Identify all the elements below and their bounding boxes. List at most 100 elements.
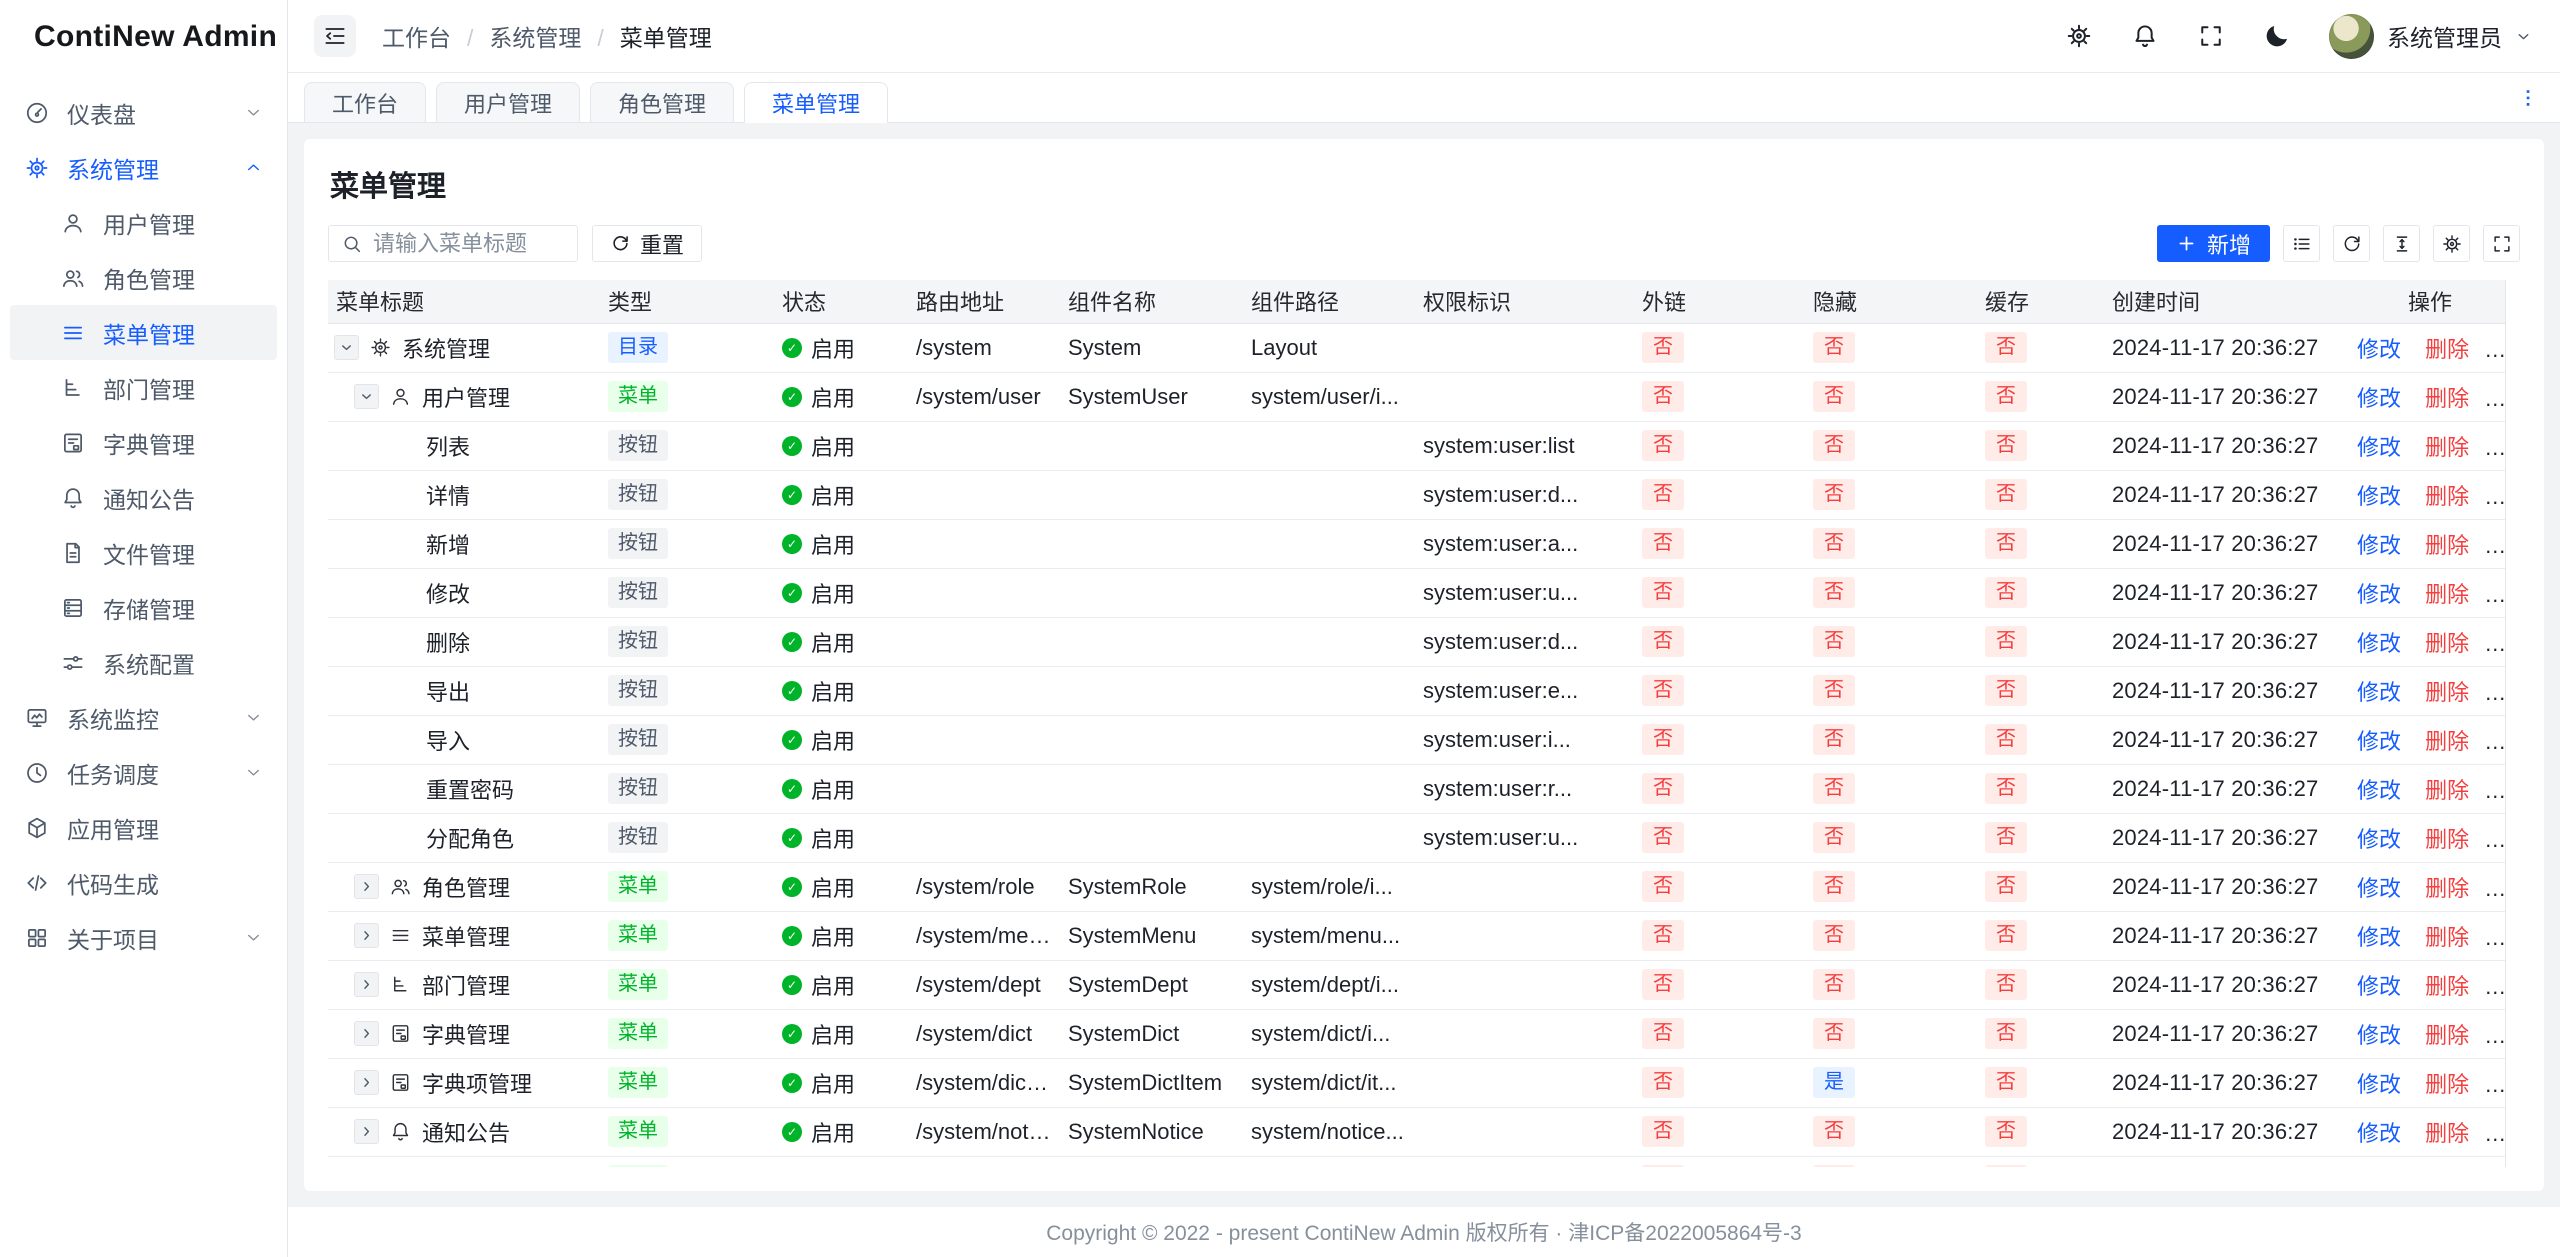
edit-link[interactable]: 修改 [2357, 826, 2402, 852]
delete-link[interactable]: 删除 [2425, 875, 2470, 901]
sidebar-item[interactable]: 系统管理 [10, 140, 277, 195]
edit-link[interactable]: 修改 [2357, 1120, 2402, 1146]
delete-link[interactable]: 删除 [2425, 385, 2470, 411]
table-tool-button[interactable] [2283, 225, 2320, 262]
expand-toggle[interactable] [354, 972, 379, 997]
search-input[interactable] [373, 230, 565, 257]
add-link[interactable]: 新增 [2493, 631, 2505, 656]
sidebar-item[interactable]: 系统监控 [10, 690, 277, 745]
add-button[interactable]: 新增 [2156, 225, 2270, 262]
expand-toggle[interactable] [354, 1021, 379, 1046]
header-action-button[interactable] [2131, 22, 2159, 50]
edit-link[interactable]: 修改 [2357, 777, 2402, 803]
edit-link[interactable]: 修改 [2357, 385, 2402, 411]
sidebar-item[interactable]: 系统配置 [10, 635, 277, 690]
sidebar-item[interactable]: 存储管理 [10, 580, 277, 635]
add-link[interactable]: 新增 [2493, 827, 2505, 852]
edit-link[interactable]: 修改 [2357, 728, 2402, 754]
edit-link[interactable]: 修改 [2357, 875, 2402, 901]
edit-link[interactable]: 修改 [2357, 924, 2402, 950]
sidebar-item[interactable]: 仪表盘 [10, 85, 277, 140]
sidebar-item[interactable]: 角色管理 [10, 250, 277, 305]
delete-link[interactable]: 删除 [2425, 826, 2470, 852]
sidebar-item[interactable]: 关于项目 [10, 910, 277, 965]
expand-toggle[interactable] [354, 1119, 379, 1144]
add-link[interactable]: 新增 [2493, 582, 2505, 607]
sidebar-item[interactable]: 用户管理 [10, 195, 277, 250]
sidebar-item[interactable]: 部门管理 [10, 360, 277, 415]
sidebar-collapse-button[interactable] [314, 15, 356, 57]
delete-link[interactable]: 删除 [2425, 728, 2470, 754]
expand-toggle[interactable] [354, 384, 379, 409]
sidebar-item[interactable]: 任务调度 [10, 745, 277, 800]
cell-status: 启用 [774, 911, 908, 961]
add-link[interactable]: 新增 [2493, 1072, 2505, 1097]
edit-link[interactable]: 修改 [2357, 1022, 2402, 1048]
expand-toggle[interactable] [354, 1070, 379, 1095]
add-link[interactable]: 新增 [2493, 778, 2505, 803]
edit-link[interactable]: 修改 [2357, 1071, 2402, 1097]
tab[interactable]: 工作台 [304, 82, 427, 123]
add-link[interactable]: 新增 [2493, 533, 2505, 558]
delete-link[interactable]: 删除 [2425, 1022, 2470, 1048]
add-link[interactable]: 新增 [2493, 1023, 2505, 1048]
delete-link[interactable]: 删除 [2425, 1120, 2470, 1146]
delete-link[interactable]: 删除 [2425, 434, 2470, 460]
delete-link[interactable]: 删除 [2425, 973, 2470, 999]
tab[interactable]: 角色管理 [590, 82, 735, 123]
delete-link[interactable]: 删除 [2425, 532, 2470, 558]
delete-link[interactable]: 删除 [2425, 679, 2470, 705]
add-link[interactable]: 新增 [2493, 484, 2505, 509]
table-tool-button[interactable] [2383, 225, 2420, 262]
add-link[interactable]: 新增 [2493, 1121, 2505, 1146]
expand-toggle[interactable] [334, 335, 359, 360]
add-link[interactable]: 新增 [2493, 974, 2505, 999]
edit-link[interactable]: 修改 [2357, 532, 2402, 558]
add-link[interactable]: 新增 [2493, 680, 2505, 705]
app-logo[interactable]: ContiNew Admin [0, 0, 287, 73]
tab[interactable]: 菜单管理 [744, 82, 889, 123]
add-link[interactable]: 新增 [2493, 876, 2505, 901]
sidebar-item[interactable]: 字典管理 [10, 415, 277, 470]
add-link[interactable]: 新增 [2493, 729, 2505, 754]
clock-icon [24, 760, 50, 786]
add-link[interactable]: 新增 [2493, 386, 2505, 411]
sidebar-item[interactable]: 代码生成 [10, 855, 277, 910]
delete-link[interactable]: 删除 [2425, 630, 2470, 656]
edit-link[interactable]: 修改 [2357, 679, 2402, 705]
breadcrumb-item[interactable]: 工作台 [382, 25, 451, 51]
edit-link[interactable]: 修改 [2357, 630, 2402, 656]
delete-link[interactable]: 删除 [2425, 1071, 2470, 1097]
user-menu[interactable]: 系统管理员 [2329, 13, 2532, 59]
edit-link[interactable]: 修改 [2357, 434, 2402, 460]
edit-link[interactable]: 修改 [2357, 581, 2402, 607]
header-action-button[interactable] [2065, 22, 2093, 50]
reset-button[interactable]: 重置 [592, 225, 703, 262]
delete-link[interactable]: 删除 [2425, 777, 2470, 803]
table-tool-button[interactable] [2333, 225, 2370, 262]
tab[interactable]: 用户管理 [436, 82, 581, 123]
breadcrumb-item[interactable]: 菜单管理 [581, 19, 712, 53]
delete-link[interactable]: 删除 [2425, 336, 2470, 362]
sidebar-item[interactable]: 通知公告 [10, 470, 277, 525]
sidebar-item[interactable]: 应用管理 [10, 800, 277, 855]
expand-toggle[interactable] [354, 923, 379, 948]
header-action-button[interactable] [2263, 22, 2291, 50]
delete-link[interactable]: 删除 [2425, 581, 2470, 607]
delete-link[interactable]: 删除 [2425, 924, 2470, 950]
add-link[interactable]: 新增 [2493, 337, 2505, 362]
add-link[interactable]: 新增 [2493, 925, 2505, 950]
header-action-button[interactable] [2197, 22, 2225, 50]
tab-more-menu[interactable] [2516, 86, 2540, 110]
sidebar-item[interactable]: 文件管理 [10, 525, 277, 580]
expand-toggle[interactable] [354, 874, 379, 899]
table-tool-button[interactable] [2433, 225, 2470, 262]
sidebar-item[interactable]: 菜单管理 [10, 305, 277, 360]
table-tool-button[interactable] [2483, 225, 2520, 262]
edit-link[interactable]: 修改 [2357, 483, 2402, 509]
breadcrumb-item[interactable]: 系统管理 [451, 19, 581, 53]
edit-link[interactable]: 修改 [2357, 973, 2402, 999]
delete-link[interactable]: 删除 [2425, 483, 2470, 509]
edit-link[interactable]: 修改 [2357, 336, 2402, 362]
add-link[interactable]: 新增 [2493, 435, 2505, 460]
